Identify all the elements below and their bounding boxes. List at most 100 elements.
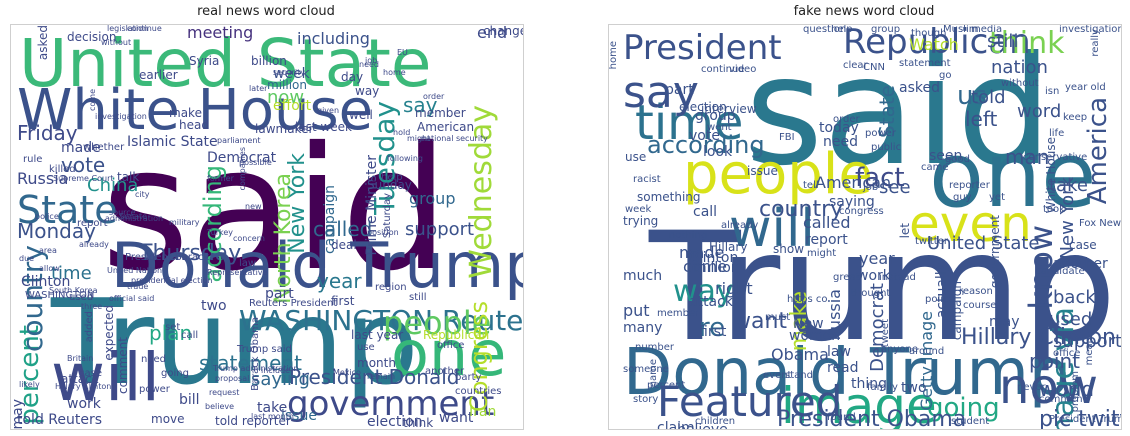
cloud-word: group <box>695 108 736 124</box>
cloud-word: investigation <box>95 112 147 121</box>
cloud-word: people <box>683 142 873 207</box>
cloud-word: added <box>84 311 95 343</box>
cloud-word: another <box>425 366 465 377</box>
cloud-word: made <box>679 243 725 262</box>
cloud-word: right <box>715 279 753 298</box>
cloud-word: region <box>375 282 407 293</box>
cloud-word: people <box>383 304 492 342</box>
cloud-word: will <box>51 339 160 416</box>
cloud-word: found <box>827 412 856 423</box>
cloud-word: public <box>871 142 902 153</box>
cloud-word: Trump said <box>237 344 292 355</box>
cloud-word: help <box>831 24 853 35</box>
cloud-word: member <box>415 106 466 120</box>
cloud-word: member <box>657 308 700 319</box>
cloud-word: Obama <box>771 345 829 364</box>
cloud-word: allow <box>39 264 60 273</box>
cloud-word: must <box>765 312 791 323</box>
word-cloud-real: said Trump United State Donald Trump White H… <box>10 24 524 430</box>
cloud-word: continue <box>701 64 745 75</box>
cloud-word: story <box>633 394 659 405</box>
cloud-word: Hillary Clinton <box>55 382 112 391</box>
cloud-word: legislation <box>107 24 149 33</box>
cloud-word: still <box>409 292 427 303</box>
cloud-word: area <box>39 246 57 255</box>
cloud-word: might <box>407 134 431 143</box>
cloud-word: work <box>857 268 891 284</box>
cloud-word: WASHINGTON <box>25 290 95 301</box>
cloud-word: back <box>1053 287 1096 308</box>
cloud-word: effort <box>273 98 312 114</box>
cloud-word: come <box>683 257 728 276</box>
cloud-word: American <box>417 120 475 134</box>
cloud-word: vote <box>689 128 720 144</box>
cloud-word: year <box>317 269 362 293</box>
cloud-word: number <box>635 342 675 353</box>
cloud-word: take <box>1049 175 1088 196</box>
cloud-word: lawmaker <box>255 122 314 136</box>
cloud-word: first <box>699 324 727 340</box>
cloud-word: last month <box>251 412 294 421</box>
cloud-word: came <box>921 162 949 173</box>
cloud-word: later <box>249 84 268 93</box>
cloud-word: yet <box>989 192 1005 203</box>
cloud-word: see <box>879 177 911 198</box>
cloud-word: law <box>827 344 851 360</box>
cloud-word: vote <box>61 153 106 177</box>
cloud-word: good <box>945 154 970 165</box>
cloud-word: video <box>729 64 757 75</box>
cloud-word: someone <box>623 364 669 375</box>
cloud-word: might <box>807 248 837 259</box>
cloud-word: called <box>313 217 373 241</box>
cloud-word: remain <box>367 372 396 381</box>
cloud-word: stand <box>785 370 813 381</box>
cloud-word: issue <box>747 164 778 178</box>
cloud-word: attack <box>689 294 733 310</box>
cloud-word: image <box>781 377 937 430</box>
cloud-word: President <box>623 28 782 68</box>
cloud-word: office <box>437 340 465 351</box>
cloud-word: including <box>297 29 370 48</box>
cloud-word: https co <box>787 294 828 305</box>
cloud-word: time <box>51 263 92 284</box>
cloud-word: thing <box>851 376 888 392</box>
cloud-word: police <box>35 212 59 221</box>
cloud-word: problem <box>1070 371 1081 413</box>
cloud-word: South Korea <box>49 286 98 295</box>
cloud-word: anyone <box>881 344 918 355</box>
cloud-word: percent <box>647 380 686 391</box>
panel-title-real: real news word cloud <box>197 4 335 19</box>
cloud-word: called <box>803 213 851 232</box>
cloud-word: interview <box>701 102 757 116</box>
panel-title-fake: fake news word cloud <box>793 4 935 19</box>
cloud-word: made <box>61 140 101 156</box>
cloud-word: isn <box>1045 86 1060 97</box>
cloud-word: China <box>87 175 139 196</box>
cloud-word: well <box>349 108 373 122</box>
cloud-word: likely <box>19 380 40 389</box>
cloud-word: guy <box>953 192 972 203</box>
cloud-word: call <box>693 204 718 220</box>
cloud-word: job <box>365 56 378 65</box>
cloud-word: first <box>331 294 355 308</box>
cloud-word: trade <box>127 282 149 291</box>
cloud-word: Muslim <box>943 24 979 35</box>
cloud-word: whether <box>83 142 125 153</box>
cloud-word: support <box>1053 331 1122 352</box>
cloud-word: Senate <box>119 212 148 221</box>
cloud-word: election <box>679 100 727 114</box>
cloud-word: government <box>988 215 1002 289</box>
cloud-word: asked <box>899 80 940 96</box>
cloud-word: Prime Minister <box>364 155 380 256</box>
cloud-word: Thursday <box>139 241 242 266</box>
cloud-word: move <box>151 412 185 426</box>
cloud-word: around <box>909 346 945 357</box>
cloud-word: Iran <box>469 404 497 420</box>
cloud-word: Featured <box>657 377 843 426</box>
cloud-word: North Korea <box>271 173 296 304</box>
cloud-word: use <box>625 150 647 164</box>
cloud-word: nation <box>991 57 1048 78</box>
cloud-word: last week <box>295 120 352 134</box>
cloud-word: today <box>819 120 859 136</box>
cloud-word: way <box>673 274 734 309</box>
